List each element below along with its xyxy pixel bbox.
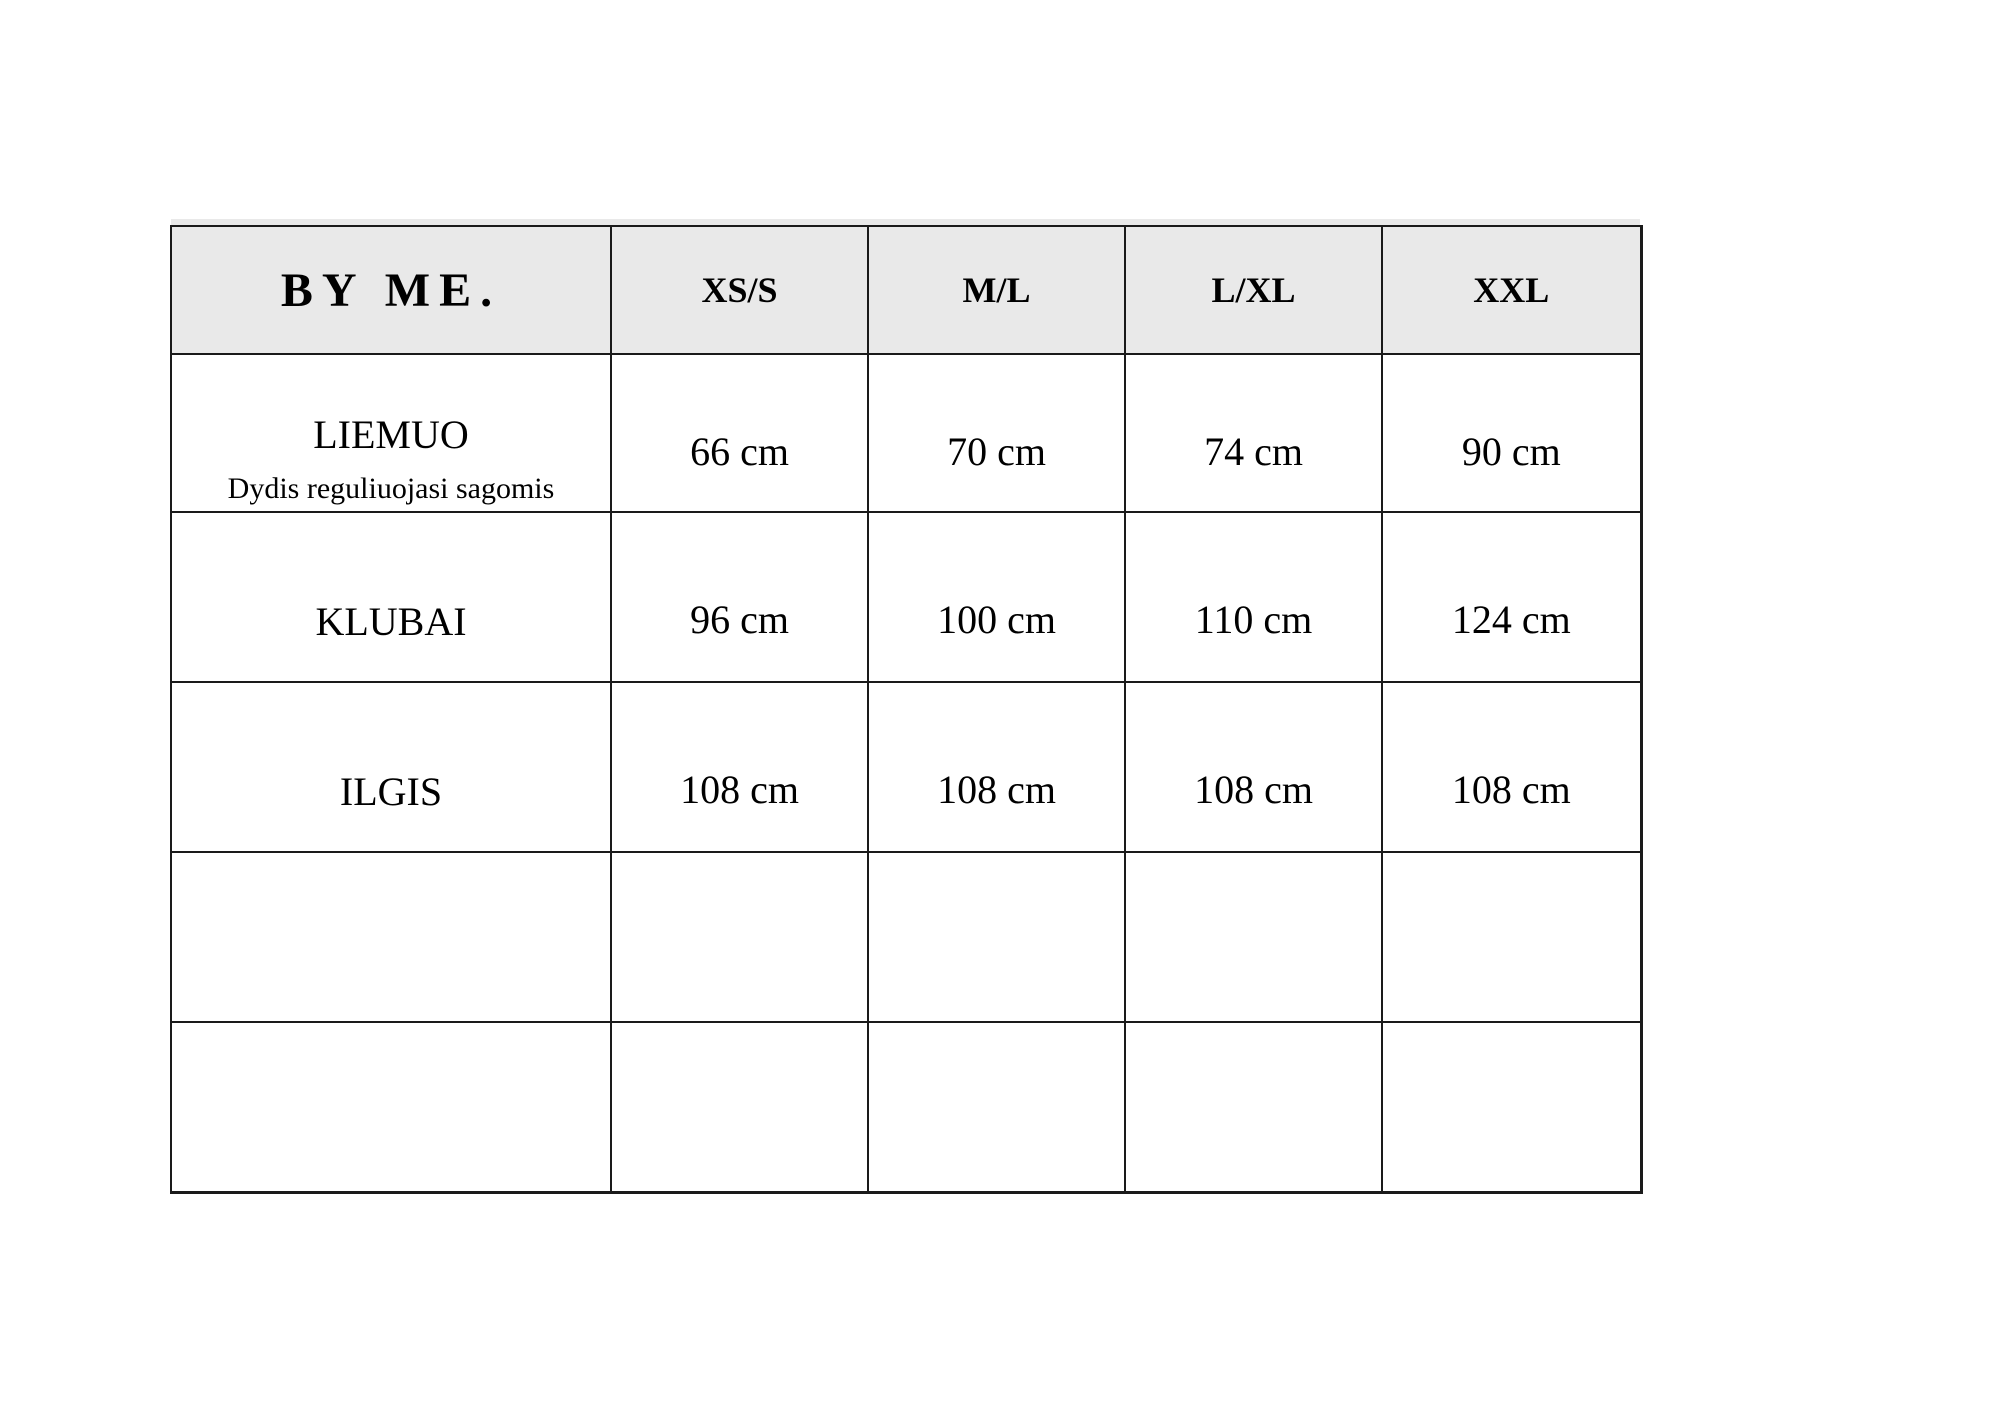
empty-cell-1-2 xyxy=(867,851,1126,1023)
column-header-m-l: M/L xyxy=(867,225,1126,355)
table-row-klubai: KLUBAI 96 cm 100 cm 110 cm 124 cm xyxy=(170,511,1643,683)
table-row-ilgis: ILGIS 108 cm 108 cm 108 cm 108 cm xyxy=(170,681,1643,853)
column-header-xs-s: XS/S xyxy=(610,225,869,355)
empty-cell-1-3 xyxy=(1124,851,1383,1023)
empty-cell-1-1 xyxy=(610,851,869,1023)
brand-header-cell: BY ME. xyxy=(170,225,612,355)
header-bleed-strip xyxy=(171,219,1640,225)
cell-ilgis-m-l: 108 cm xyxy=(867,681,1126,853)
brand-logo-text: BY ME. xyxy=(280,263,502,317)
label-stack: LIEMUO Dydis reguliuojasi sagomis xyxy=(173,359,609,506)
empty-cell-2-2 xyxy=(867,1021,1126,1194)
cell-ilgis-xs-s: 108 cm xyxy=(610,681,869,853)
row-label-cell-liemuo: LIEMUO Dydis reguliuojasi sagomis xyxy=(170,353,612,513)
empty-label-cell-2 xyxy=(170,1021,612,1194)
cell-liemuo-l-xl: 74 cm xyxy=(1124,353,1383,513)
row-sublabel-liemuo: Dydis reguliuojasi sagomis xyxy=(227,472,555,506)
table-row-empty-1 xyxy=(170,851,1643,1023)
empty-cell-1-4 xyxy=(1381,851,1643,1023)
table-row-empty-2 xyxy=(170,1021,1643,1194)
cell-klubai-xxl: 124 cm xyxy=(1381,511,1643,683)
empty-cell-2-1 xyxy=(610,1021,869,1194)
size-chart-table: BY ME. XS/S M/L L/XL XXL LIEMUO Dydis re… xyxy=(170,225,1643,1194)
cell-klubai-xs-s: 96 cm xyxy=(610,511,869,683)
cell-klubai-l-xl: 110 cm xyxy=(1124,511,1383,683)
empty-cell-2-4 xyxy=(1381,1021,1643,1194)
cell-klubai-m-l: 100 cm xyxy=(867,511,1126,683)
table-row-liemuo: LIEMUO Dydis reguliuojasi sagomis 66 cm … xyxy=(170,353,1643,513)
row-label-cell-klubai: KLUBAI xyxy=(170,511,612,683)
empty-label-cell-1 xyxy=(170,851,612,1023)
empty-cell-2-3 xyxy=(1124,1021,1383,1194)
row-label-cell-ilgis: ILGIS xyxy=(170,681,612,853)
cell-ilgis-l-xl: 108 cm xyxy=(1124,681,1383,853)
cell-liemuo-xxl: 90 cm xyxy=(1381,353,1643,513)
cell-liemuo-m-l: 70 cm xyxy=(867,353,1126,513)
cell-liemuo-xs-s: 66 cm xyxy=(610,353,869,513)
column-header-xxl: XXL xyxy=(1381,225,1643,355)
cell-ilgis-xxl: 108 cm xyxy=(1381,681,1643,853)
column-header-l-xl: L/XL xyxy=(1124,225,1383,355)
row-label-liemuo: LIEMUO xyxy=(313,412,469,458)
table-header-row: BY ME. XS/S M/L L/XL XXL xyxy=(170,225,1643,355)
